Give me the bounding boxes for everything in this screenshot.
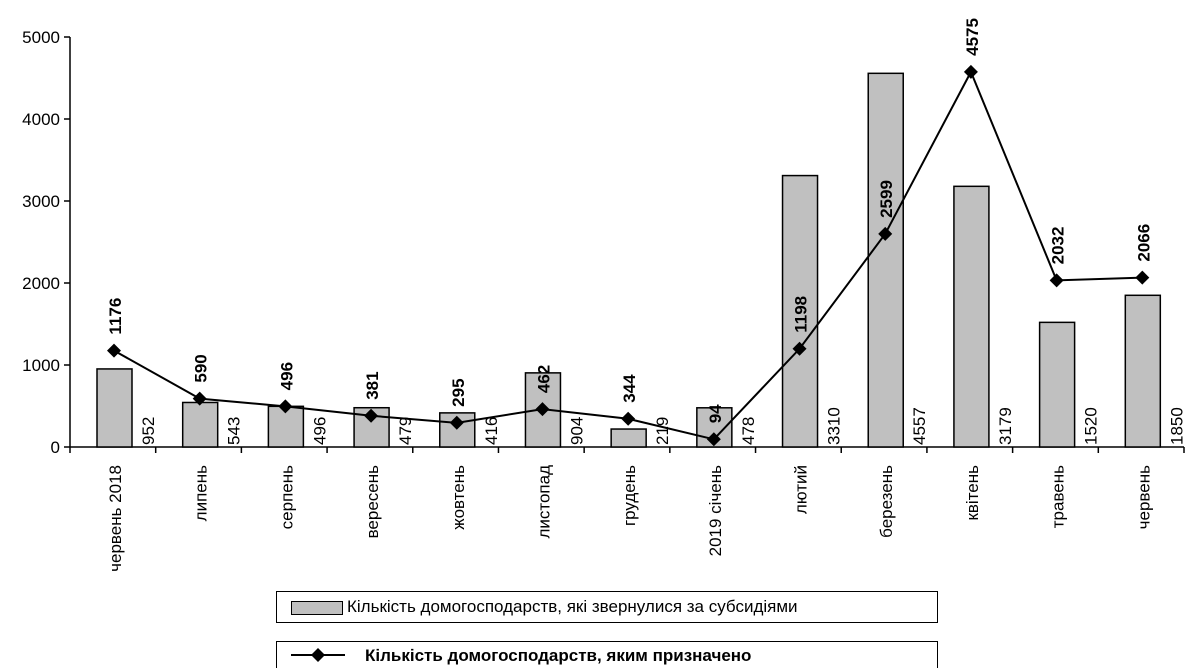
legend-line-label: Кількість домогосподарств, яким призначе… [365,646,752,665]
line-point [792,341,807,356]
line-point [1049,273,1064,288]
line-value-label: 1176 [106,298,125,335]
legend-item-line: Кількість домогосподарств, яким призначе… [276,641,938,668]
y-tick-label: 1000 [22,356,60,375]
x-tick-label: вересень [363,465,382,539]
bar-value-label: 479 [396,417,415,445]
x-tick-label: 2019 січень [706,465,725,557]
bar [1038,321,1076,448]
x-tick-label: лютий [792,465,811,514]
x-tick-label: березень [877,465,896,538]
bar [1124,294,1162,448]
line-point [364,408,379,423]
bar [96,368,133,448]
legend-line-swatch [291,648,345,662]
line-value-label: 1198 [792,296,811,333]
legend-item-bar: Кількість домогосподарств, які звернулис… [276,591,938,623]
y-tick-label: 4000 [22,110,60,129]
y-tick-label: 2000 [22,274,60,293]
line-point [706,432,721,447]
bar-value-label: 4557 [910,407,929,445]
line-value-label: 381 [363,371,382,399]
bar [953,185,990,448]
bar-value-label: 904 [567,417,586,445]
x-tick-label: серпень [277,465,296,529]
bar-value-label: 416 [482,417,501,445]
bar-value-label: 219 [653,417,672,445]
line-point [963,64,978,79]
line-point [192,391,207,406]
bar-value-label: 3310 [825,407,844,445]
line-value-label: 4575 [963,18,982,56]
line-value-label: 2599 [877,180,896,218]
line-value-label: 496 [277,362,296,390]
bar [610,428,647,448]
line-point [449,415,464,430]
bar-value-label: 1850 [1167,407,1186,445]
legend-bar-swatch [291,601,343,615]
bar [867,72,904,448]
bar [439,412,476,448]
bar-value-label: 478 [739,417,758,445]
bar-value-label: 3179 [996,407,1015,445]
line-value-label: 295 [449,378,468,406]
x-tick-label: травень [1049,465,1068,528]
line-value-label: 344 [620,374,639,403]
bar-value-label: 952 [139,417,158,445]
legend-bar-label: Кількість домогосподарств, які звернулис… [347,597,798,616]
line-value-label: 462 [534,365,553,393]
line-point [621,411,636,426]
x-tick-label: квітень [963,465,982,521]
x-tick-label: грудень [620,465,639,526]
line-value-label: 2066 [1134,224,1153,262]
line-value-label: 2032 [1049,227,1068,265]
bar-value-label: 543 [225,417,244,445]
x-tick-label: червень [1134,465,1153,529]
line-point [278,399,293,414]
line-point [878,226,893,241]
line-point [535,402,550,417]
y-tick-label: 5000 [22,28,60,47]
line-value-label: 590 [192,354,211,382]
y-tick-label: 3000 [22,192,60,211]
line-value-label: 94 [706,404,725,423]
x-tick-label: жовтень [449,465,468,530]
bar [781,174,819,448]
line-point [107,343,121,358]
x-tick-label: червень 2018 [106,465,125,572]
y-tick-label: 0 [51,438,60,457]
bar [267,405,305,448]
x-tick-label: листопад [534,465,553,539]
bar-value-label: 496 [310,417,329,445]
x-tick-label: липень [192,465,211,521]
bar [181,401,219,448]
bar-value-label: 1520 [1082,407,1101,445]
line-point [1135,270,1150,285]
